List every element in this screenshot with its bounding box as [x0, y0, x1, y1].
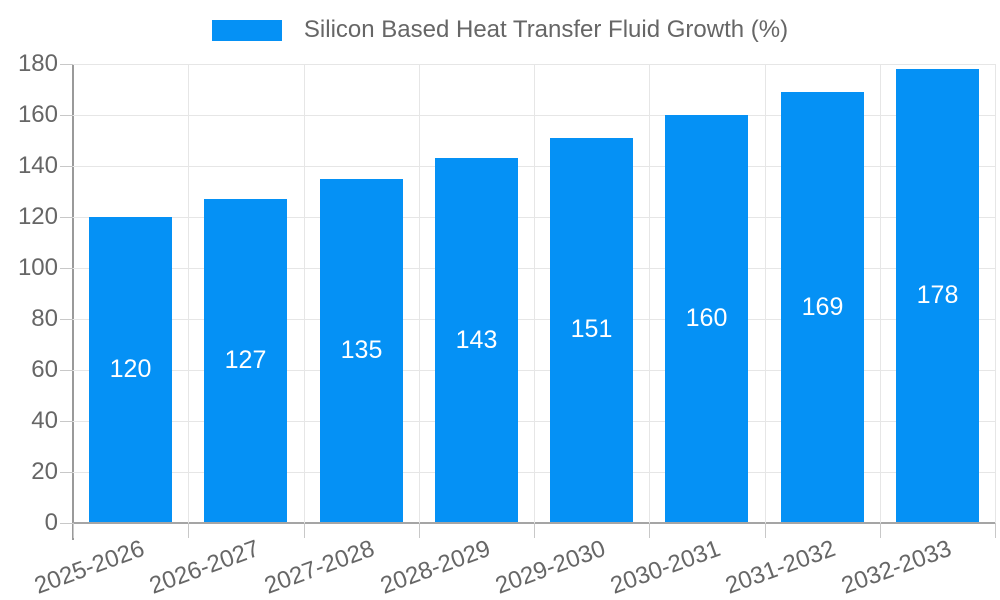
- x-axis-tick-label: 2027-2028: [261, 535, 379, 600]
- gridline-vertical: [188, 64, 189, 523]
- gridline-vertical: [534, 64, 535, 523]
- x-tick-mark: [765, 523, 766, 538]
- y-tick-mark: [60, 319, 73, 320]
- x-tick-mark: [73, 523, 74, 538]
- x-tick-mark: [995, 523, 996, 538]
- x-tick-mark: [880, 523, 881, 538]
- bar-2028-2029[interactable]: 143: [435, 158, 518, 522]
- gridline-vertical: [995, 64, 996, 523]
- bar-value-label: 160: [685, 304, 728, 332]
- y-tick-mark: [60, 166, 73, 167]
- gridline-vertical: [765, 64, 766, 523]
- bar-value-label: 135: [340, 335, 383, 364]
- y-tick-mark: [60, 523, 73, 524]
- bar-value-label: 178: [916, 281, 959, 310]
- bar-2029-2030[interactable]: 151: [550, 137, 633, 522]
- x-axis-tick-label: 2029-2030: [491, 535, 609, 600]
- gridline-vertical: [304, 64, 305, 523]
- bar-value-label: 127: [224, 346, 267, 375]
- bar-2027-2028[interactable]: 135: [320, 178, 403, 522]
- legend-title: Silicon Based Heat Transfer Fluid Growth…: [303, 16, 789, 43]
- bar-2032-2033[interactable]: 178: [896, 69, 979, 522]
- y-tick-mark: [60, 370, 73, 371]
- gridline-vertical: [649, 64, 650, 523]
- gridline-vertical: [419, 64, 420, 523]
- bar-2025-2026[interactable]: 120: [89, 217, 172, 522]
- y-axis-tick-label: 80: [31, 305, 58, 332]
- x-axis-tick-label: 2030-2031: [607, 535, 725, 600]
- bar-value-label: 151: [570, 315, 613, 344]
- bar-value-label: 120: [109, 355, 152, 383]
- y-tick-mark: [60, 421, 73, 422]
- y-axis-tick-label: 160: [17, 101, 58, 128]
- x-tick-mark: [188, 523, 189, 538]
- bar-2030-2031[interactable]: 160: [665, 115, 748, 522]
- y-axis-tick-label: 180: [17, 50, 58, 77]
- y-axis-tick-label: 40: [31, 407, 58, 434]
- y-axis-tick-label: 120: [17, 203, 58, 230]
- plot-area: 120 127 135 143 151 160 169 178: [73, 64, 996, 523]
- x-tick-mark: [534, 523, 535, 538]
- y-axis-line: [72, 64, 74, 540]
- y-axis-tick-label: 140: [17, 152, 58, 179]
- y-tick-mark: [60, 472, 73, 473]
- x-axis-tick-label: 2032-2033: [837, 535, 955, 600]
- bar-value-label: 169: [801, 292, 844, 321]
- bar-2031-2032[interactable]: 169: [781, 92, 864, 522]
- x-tick-mark: [419, 523, 420, 538]
- gridline-vertical: [880, 64, 881, 523]
- x-axis-tick-label: 2025-2026: [30, 535, 148, 600]
- legend-swatch-icon: [211, 19, 282, 41]
- bar-2026-2027[interactable]: 127: [204, 199, 287, 522]
- y-tick-mark: [60, 64, 73, 65]
- y-tick-mark: [60, 115, 73, 116]
- x-axis-tick-label: 2028-2029: [376, 535, 494, 600]
- y-tick-mark: [60, 268, 73, 269]
- x-axis-tick-label: 2031-2032: [722, 535, 840, 600]
- y-axis-tick-label: 0: [44, 509, 58, 536]
- bar-value-label: 143: [455, 325, 498, 354]
- y-tick-mark: [60, 217, 73, 218]
- x-axis-tick-label: 2026-2027: [146, 535, 264, 600]
- chart-legend[interactable]: Silicon Based Heat Transfer Fluid Growth…: [0, 8, 1000, 52]
- x-tick-mark: [649, 523, 650, 538]
- y-axis-tick-label: 20: [31, 458, 58, 485]
- y-axis-tick-label: 60: [31, 356, 58, 383]
- y-axis-tick-label: 100: [17, 254, 58, 281]
- x-tick-mark: [304, 523, 305, 538]
